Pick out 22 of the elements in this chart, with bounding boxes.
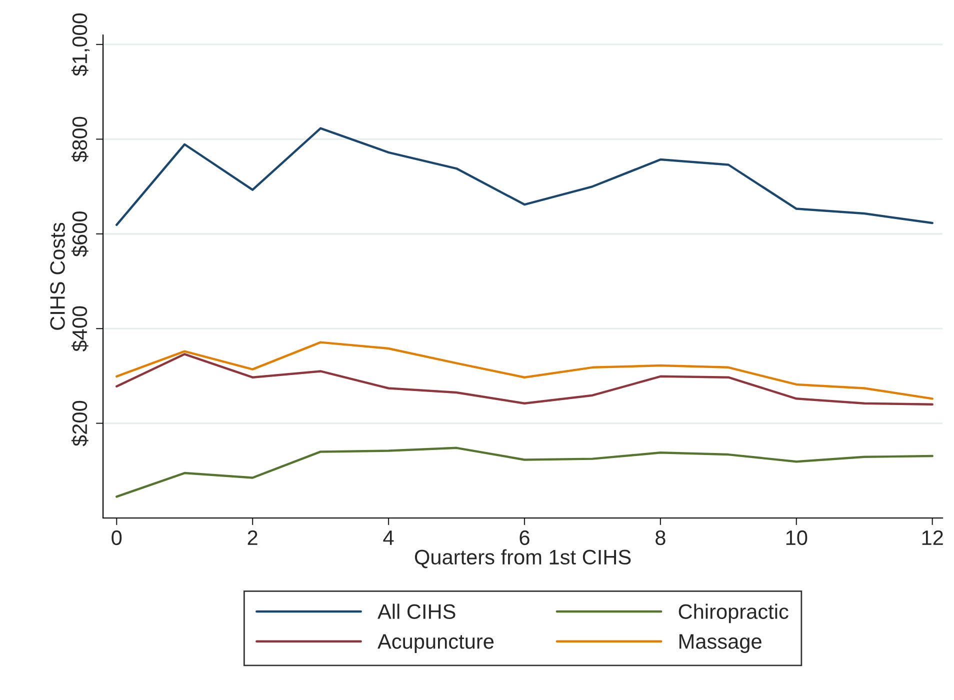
legend-label: All CIHS — [378, 604, 456, 620]
x-tick-label: 6 — [520, 530, 530, 546]
y-tick-label: $1,000 — [71, 13, 90, 76]
y-tick-label: $800 — [71, 116, 88, 162]
y-tick-label: $200 — [71, 400, 88, 446]
x-tick-label: 10 — [786, 530, 808, 546]
line-series — [116, 127, 934, 226]
legend-label: Massage — [680, 634, 762, 653]
y-tick-label: $400 — [71, 306, 88, 352]
x-tick-label: 0 — [112, 530, 122, 546]
x-tick-label: 8 — [656, 530, 666, 546]
line-series — [116, 446, 934, 498]
y-axis-title: CIHS Costs — [50, 222, 65, 330]
legend-label: Chiropractic — [678, 604, 788, 624]
line-series — [116, 341, 934, 400]
line-series — [116, 353, 934, 406]
x-tick-label: 12 — [922, 530, 943, 545]
x-tick-label: 2 — [248, 530, 258, 545]
y-tick-label: $600 — [71, 212, 88, 257]
x-tick-label: 4 — [383, 530, 394, 545]
legend-label: Acupuncture — [378, 634, 494, 653]
x-axis-title: Quarters from 1st CIHS — [414, 549, 631, 568]
